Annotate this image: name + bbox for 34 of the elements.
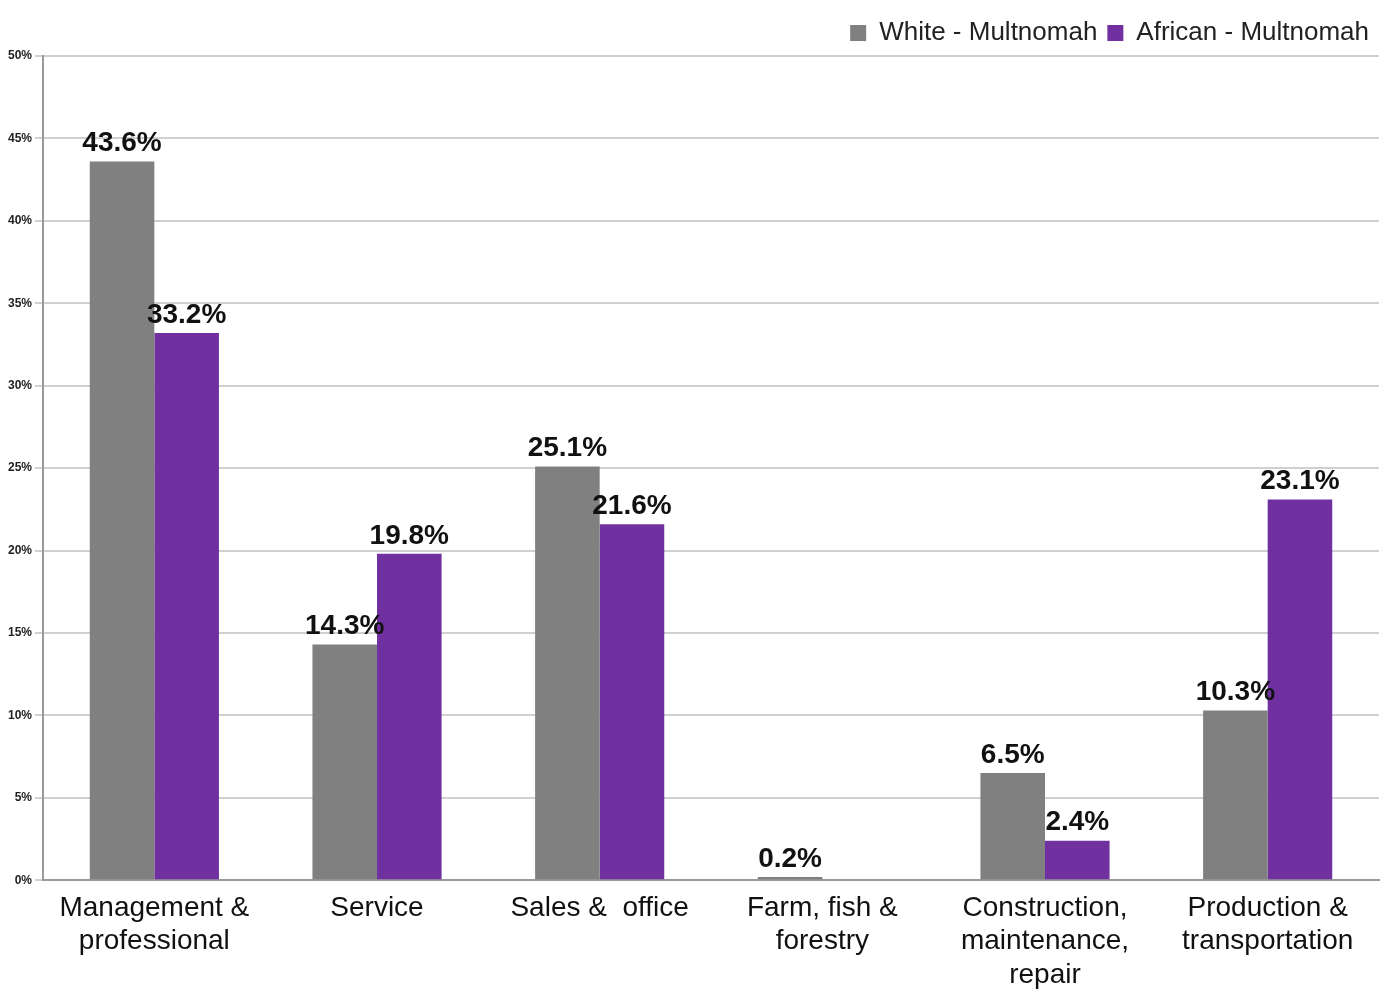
y-tick-label: 45%	[7, 130, 33, 145]
y-tick-label: 20%	[7, 542, 33, 557]
bar	[1045, 840, 1110, 880]
x-tick-label: Sales & office	[510, 890, 689, 922]
y-tick-label: 25%	[7, 460, 33, 475]
y-tick-label: 30%	[7, 377, 33, 392]
bar	[599, 524, 665, 880]
x-tick-label: Farm, fish & forestry	[746, 890, 899, 956]
data-label: 0.2%	[758, 841, 823, 873]
bar	[312, 644, 378, 880]
data-label: 21.6%	[592, 488, 672, 520]
x-tick-label: Service	[330, 890, 424, 922]
data-label: 2.4%	[1045, 805, 1110, 837]
bar	[154, 332, 219, 880]
y-tick-label: 35%	[7, 295, 33, 310]
y-tick-label: 40%	[7, 213, 33, 228]
data-label: 33.2%	[146, 297, 227, 329]
legend-label: African - Multnomah	[1136, 16, 1370, 47]
data-label: 19.8%	[369, 518, 450, 550]
bar	[980, 773, 1045, 880]
x-tick-label: Production & transportation	[1182, 890, 1354, 956]
y-tick-label: 15%	[7, 625, 33, 640]
data-label: 25.1%	[527, 431, 608, 463]
legend-label: White - Multnomah	[879, 16, 1098, 47]
y-tick-label: 0%	[14, 872, 33, 887]
data-label: 6.5%	[980, 737, 1045, 769]
y-tick-label: 10%	[7, 707, 33, 722]
y-tick-label: 50%	[7, 48, 33, 63]
x-tick-label: Construction, maintenance, repair	[960, 890, 1130, 989]
y-tick-label: 5%	[14, 790, 33, 805]
data-label: 43.6%	[82, 126, 162, 158]
data-label: 23.1%	[1260, 464, 1340, 496]
bar	[1203, 710, 1268, 880]
x-tick-label: Management & professional	[59, 890, 250, 956]
